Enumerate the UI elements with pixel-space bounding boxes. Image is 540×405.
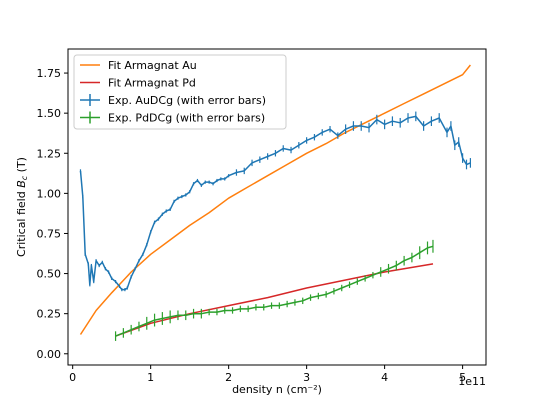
series-line (115, 245, 434, 337)
y-axis-label-main: Critical field (15, 188, 28, 257)
y-axis: 0.00 0.25 0.50 0.75 1.00 1.25 1.50 1.75 (37, 67, 68, 361)
series-line (79, 115, 471, 291)
series-line (79, 64, 471, 335)
y-tick-label: 1.25 (37, 147, 62, 160)
series-fit-armagnat-pd (115, 263, 434, 337)
series-exp-audcg-with-error-bars (79, 111, 472, 292)
series-exp-pddcg-with-error-bars (114, 239, 434, 341)
x-tick-label: 5 (459, 371, 466, 384)
axes-frame (67, 48, 487, 366)
x-axis-label: density n (cm⁻²) (232, 383, 322, 396)
legend-entry-fit-armagnat-pd: Fit Armagnat Pd (80, 77, 196, 90)
legend-label: Exp. PdDCg (with error bars) (108, 112, 265, 125)
x-tick-label: 2 (225, 371, 232, 384)
series-line (115, 263, 434, 337)
x-offset-label: 1e11 (458, 375, 486, 388)
legend-entry-exp-pddcg-with-error-bars: Exp. PdDCg (with error bars) (80, 111, 265, 125)
legend-label: Fit Armagnat Pd (108, 77, 196, 90)
y-tick-label: 0.75 (37, 227, 62, 240)
x-axis: 0 1 2 3 4 5 (69, 365, 466, 384)
x-tick-label: 4 (381, 371, 388, 384)
legend-entry-fit-armagnat-au: Fit Armagnat Au (80, 59, 197, 72)
y-tick-label: 1.50 (37, 107, 62, 120)
x-tick-label: 1 (147, 371, 154, 384)
legend-box (73, 54, 287, 130)
y-axis-label-unit: (T) (15, 157, 28, 176)
x-tick-label: 3 (303, 371, 310, 384)
y-tick-label: 1.00 (37, 187, 62, 200)
y-tick-label: 1.75 (37, 67, 62, 80)
legend-entry-exp-audcg-with-error-bars: Exp. AuDCg (with error bars) (80, 94, 266, 107)
y-axis-label-subscript: c (20, 175, 29, 180)
legend-label: Exp. AuDCg (with error bars) (108, 94, 266, 107)
y-tick-label: 0.00 (37, 348, 62, 361)
x-tick-label: 0 (69, 371, 76, 384)
y-tick-label: 0.50 (37, 268, 62, 281)
series-layer (79, 64, 472, 341)
y-axis-label-symbol: B (15, 180, 28, 188)
legend: Fit Armagnat Au Fit Armagnat Pd Exp. AuDCg… (73, 54, 287, 130)
y-axis-label: Critical field Bc (T) (15, 157, 29, 257)
series-fit-armagnat-au (79, 64, 471, 335)
legend-label: Fit Armagnat Au (108, 59, 197, 72)
y-tick-label: 0.25 (37, 308, 62, 321)
